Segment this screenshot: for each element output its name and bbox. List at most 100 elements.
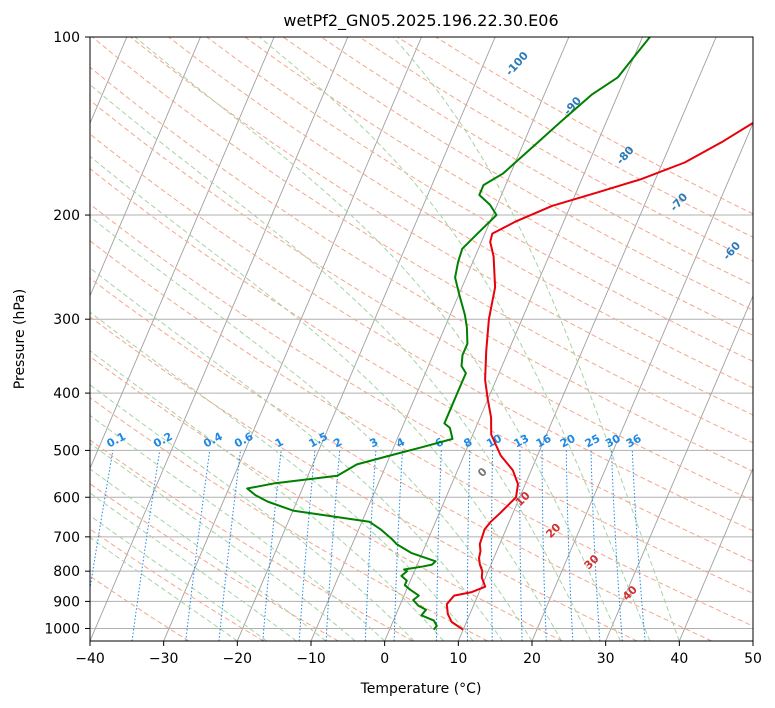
moist-adiabat-line bbox=[90, 515, 268, 641]
axes: −40 −30 −20 −10 0 10 20 30 40 5010009008007006005… bbox=[44, 30, 762, 667]
mixing-ratio-label: 20 bbox=[558, 432, 578, 451]
dry-adiabat-line bbox=[91, 37, 753, 444]
plot-frame bbox=[89, 36, 754, 642]
y-axis-label: Pressure (hPa) bbox=[12, 289, 28, 389]
dry-adiabat-line bbox=[90, 168, 753, 563]
moist-adiabat-line bbox=[90, 442, 356, 641]
x-tick-label: −20 bbox=[223, 651, 253, 667]
isotherm-line bbox=[678, 467, 753, 641]
mixing-ratio-line bbox=[491, 450, 494, 641]
x-tick-label: −40 bbox=[75, 651, 105, 667]
isotherm-line bbox=[384, 37, 643, 641]
mixing-ratio-line bbox=[611, 450, 623, 641]
dry-adiabat-line bbox=[90, 66, 753, 472]
dry-adiabat-line bbox=[90, 240, 753, 627]
dewpoint-profile-line bbox=[246, 37, 651, 631]
isotherm-line bbox=[90, 37, 201, 298]
isotherm-line bbox=[457, 37, 717, 641]
x-axis-label: Temperature (°C) bbox=[360, 681, 482, 697]
plot-area: 0.1 0.2 0.4 0.6 1 1.5 2 3 4 6 8 10 13 16 20 25 30 36-100-… bbox=[90, 37, 753, 641]
dry-adiabat-label: -70 bbox=[667, 190, 690, 214]
dry-adiabat-line bbox=[130, 37, 753, 416]
y-tick-label: 300 bbox=[53, 312, 80, 328]
chart-title: wetPf2_GN05.2025.196.22.30.E06 bbox=[283, 11, 558, 31]
moist-adiabat-label: 30 bbox=[582, 552, 602, 572]
dry-adiabat-label: -90 bbox=[561, 94, 584, 118]
dry-adiabat-line bbox=[90, 483, 339, 641]
temperature-profile-line bbox=[445, 121, 753, 631]
dry-adiabat-line bbox=[206, 37, 753, 362]
moist-adiabat-line bbox=[259, 37, 651, 641]
moist-adiabat-line bbox=[90, 155, 562, 641]
mixing-ratio-line bbox=[393, 450, 403, 641]
isotherm-line bbox=[90, 37, 275, 470]
dry-adiabat-line bbox=[90, 439, 414, 641]
x-tick-label: 10 bbox=[449, 651, 467, 667]
dry-adiabat-label: -80 bbox=[614, 143, 637, 167]
isotherm-line bbox=[752, 639, 753, 641]
mixing-ratio-line bbox=[325, 450, 341, 641]
mixing-ratio-line bbox=[90, 450, 114, 592]
isotherm-line bbox=[531, 122, 753, 641]
moist-adiabat-label: 20 bbox=[543, 520, 563, 540]
mixing-ratio-line bbox=[364, 450, 377, 641]
moist-adiabat-line bbox=[90, 414, 386, 641]
dry-adiabat-line bbox=[359, 37, 753, 262]
moist-adiabat-line bbox=[90, 311, 474, 641]
x-tick-label: 40 bbox=[670, 651, 688, 667]
y-tick-label: 500 bbox=[53, 443, 80, 459]
moist-adiabat-line bbox=[90, 215, 533, 641]
dry-adiabat-line bbox=[168, 37, 753, 389]
moist-adiabat-line bbox=[392, 37, 680, 641]
mixing-ratio-line bbox=[590, 450, 601, 641]
moist-adiabat-line bbox=[90, 350, 444, 641]
y-tick-label: 1000 bbox=[44, 621, 80, 637]
mixing-ratio-line bbox=[185, 450, 211, 641]
isotherm-line bbox=[90, 37, 349, 641]
y-tick-label: 700 bbox=[53, 530, 80, 546]
x-tick-label: −30 bbox=[149, 651, 179, 667]
y-tick-label: 600 bbox=[53, 490, 80, 506]
dry-adiabat-label: -60 bbox=[720, 239, 743, 263]
dry-adiabat-line bbox=[90, 277, 712, 641]
isotherm-line bbox=[236, 37, 496, 641]
moist-adiabat-line bbox=[90, 84, 592, 641]
mixing-ratio-line bbox=[435, 450, 442, 641]
mixing-ratio-label: 3 bbox=[368, 435, 381, 450]
x-tick-label: −10 bbox=[296, 651, 326, 667]
mixing-ratio-label: 13 bbox=[512, 432, 532, 451]
mixing-ratio-line bbox=[631, 450, 646, 641]
moist-adiabat-line bbox=[90, 536, 238, 641]
mixing-ratio-label: 25 bbox=[583, 432, 603, 451]
mixing-ratio-line bbox=[298, 450, 316, 641]
mixing-ratio-line bbox=[541, 450, 547, 641]
y-tick-label: 100 bbox=[53, 30, 80, 46]
dry-adiabat-line bbox=[90, 133, 753, 532]
mixing-ratio-label: 0.1 bbox=[105, 430, 128, 451]
x-tick-label: 20 bbox=[523, 651, 541, 667]
mixing-ratio-line bbox=[519, 450, 523, 641]
dry-adiabat-line bbox=[90, 397, 488, 641]
y-tick-label: 200 bbox=[53, 208, 80, 224]
mixing-ratio-line bbox=[466, 450, 471, 641]
moist-adiabat-line bbox=[134, 37, 621, 641]
mixing-ratio-line bbox=[218, 450, 241, 641]
x-tick-label: 30 bbox=[597, 651, 615, 667]
moist-adiabat-line bbox=[90, 492, 297, 641]
mixing-ratio-line bbox=[262, 450, 282, 641]
isotherm-line bbox=[605, 294, 753, 641]
dry-adiabat-line bbox=[90, 316, 638, 641]
mixing-ratio-label: 4 bbox=[394, 435, 407, 450]
moist-adiabat-line bbox=[90, 468, 327, 641]
dry-adiabat-line bbox=[90, 575, 190, 641]
dry-adiabat-line bbox=[282, 37, 753, 311]
dry-adiabat-line bbox=[244, 37, 753, 336]
mixing-ratio-label: 36 bbox=[624, 432, 644, 451]
dry-adiabat-line bbox=[90, 528, 264, 641]
mixing-ratio-line bbox=[565, 450, 574, 641]
moist-adiabat-line bbox=[90, 384, 415, 641]
isotherm-line bbox=[163, 37, 422, 641]
dry-adiabat-line bbox=[90, 203, 753, 594]
dry-adiabat-line bbox=[90, 356, 563, 641]
y-tick-label: 900 bbox=[53, 594, 80, 610]
